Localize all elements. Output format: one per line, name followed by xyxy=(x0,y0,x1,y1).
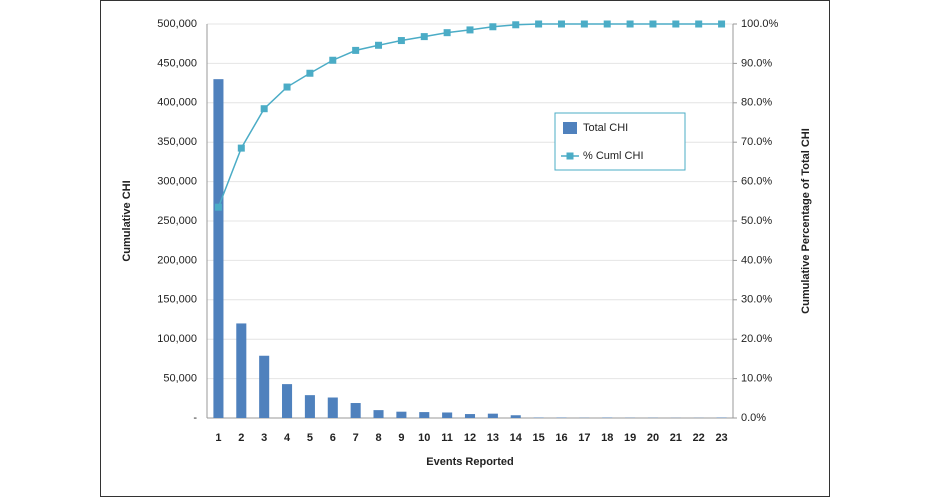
line-marker xyxy=(649,20,657,28)
x-tick-label: 22 xyxy=(693,432,705,444)
y-tick-label: 50,000 xyxy=(163,373,197,385)
y-axis-title: Cumulative CHI xyxy=(121,180,133,261)
y-tick-label: 400,000 xyxy=(157,97,197,109)
x-tick-label: 7 xyxy=(353,432,359,444)
x-tick-label: 16 xyxy=(555,432,567,444)
x-tick-label: 10 xyxy=(418,432,430,444)
y2-tick-label: 100.0% xyxy=(741,18,779,30)
line-marker xyxy=(420,33,428,41)
y-tick-label: 350,000 xyxy=(157,136,197,148)
legend-swatch xyxy=(566,152,574,160)
x-tick-label: 1 xyxy=(215,432,221,444)
x-tick-label: 23 xyxy=(715,432,727,444)
x-tick-label: 3 xyxy=(261,432,267,444)
x-tick-label: 21 xyxy=(670,432,682,444)
bar xyxy=(510,415,521,418)
line-marker xyxy=(237,144,245,152)
y2-tick-label: 50.0% xyxy=(741,215,772,227)
line-marker xyxy=(397,37,405,45)
bar xyxy=(259,355,270,418)
line-marker xyxy=(443,29,451,37)
bar xyxy=(373,410,384,418)
line-marker xyxy=(214,203,222,211)
line-marker xyxy=(695,20,703,28)
y-tick-label: - xyxy=(193,412,197,424)
line-marker xyxy=(535,20,543,28)
x-tick-label: 11 xyxy=(441,432,453,444)
x-tick-label: 18 xyxy=(601,432,613,444)
y-tick-label: 450,000 xyxy=(157,57,197,69)
bar xyxy=(442,412,453,418)
y2-tick-label: 0.0% xyxy=(741,412,766,424)
y-tick-label: 500,000 xyxy=(157,18,197,30)
bar xyxy=(327,397,338,418)
line-marker xyxy=(466,26,474,34)
y2-tick-label: 80.0% xyxy=(741,97,772,109)
line-marker xyxy=(489,23,497,31)
y-tick-label: 200,000 xyxy=(157,254,197,266)
bar xyxy=(236,323,247,418)
y2-tick-label: 10.0% xyxy=(741,373,772,385)
x-tick-label: 20 xyxy=(647,432,659,444)
x-tick-label: 6 xyxy=(330,432,336,444)
x-tick-label: 14 xyxy=(510,432,523,444)
bar xyxy=(282,384,293,418)
x-tick-label: 19 xyxy=(624,432,636,444)
bar xyxy=(213,79,224,418)
x-tick-label: 9 xyxy=(398,432,404,444)
chart-frame xyxy=(100,0,830,497)
line-marker xyxy=(718,20,726,28)
y-tick-label: 300,000 xyxy=(157,176,197,188)
legend-label: % Cuml CHI xyxy=(583,150,644,162)
legend-label: Total CHI xyxy=(583,122,628,134)
y2-tick-label: 60.0% xyxy=(741,176,772,188)
y2-tick-label: 30.0% xyxy=(741,294,772,306)
x-tick-label: 13 xyxy=(487,432,499,444)
line-marker xyxy=(306,69,314,77)
line-marker xyxy=(352,46,360,54)
bar xyxy=(304,395,315,418)
bar xyxy=(396,411,407,418)
line-marker xyxy=(512,21,520,29)
y-tick-label: 100,000 xyxy=(157,333,197,345)
x-tick-label: 2 xyxy=(238,432,244,444)
line-marker xyxy=(672,20,680,28)
x-tick-label: 17 xyxy=(578,432,590,444)
x-axis-title: Events Reported xyxy=(426,456,513,468)
bar xyxy=(350,403,361,418)
bar xyxy=(419,412,430,418)
line-marker xyxy=(260,105,268,113)
bar xyxy=(487,413,498,418)
y-tick-label: 150,000 xyxy=(157,294,197,306)
x-tick-label: 4 xyxy=(284,432,291,444)
line-marker xyxy=(626,20,634,28)
x-tick-label: 15 xyxy=(532,432,544,444)
y2-tick-label: 20.0% xyxy=(741,333,772,345)
x-tick-label: 12 xyxy=(464,432,476,444)
x-tick-label: 5 xyxy=(307,432,313,444)
y2-tick-label: 90.0% xyxy=(741,57,772,69)
line-marker xyxy=(329,56,337,64)
y2-tick-label: 40.0% xyxy=(741,254,772,266)
y2-tick-label: 70.0% xyxy=(741,136,772,148)
bar xyxy=(464,414,476,418)
legend-swatch xyxy=(563,122,577,134)
line-marker xyxy=(283,83,291,91)
x-tick-label: 8 xyxy=(375,432,381,444)
y2-axis-title: Cumulative Percentage of Total CHI xyxy=(800,128,812,314)
line-marker xyxy=(580,20,588,28)
line-marker xyxy=(375,41,383,49)
y-tick-label: 250,000 xyxy=(157,215,197,227)
line-marker xyxy=(603,20,611,28)
line-marker xyxy=(557,20,565,28)
